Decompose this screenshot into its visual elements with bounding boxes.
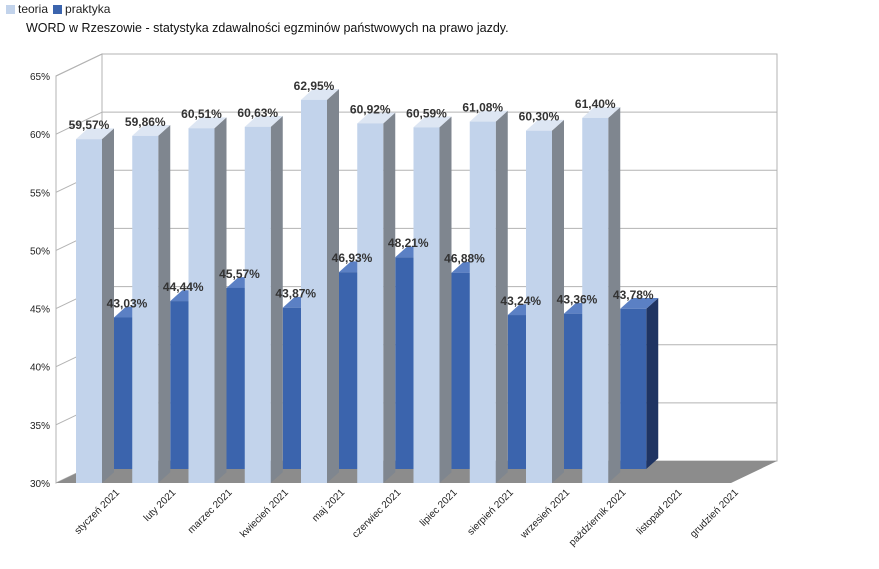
x-tick-label: styczeń 2021 [73,487,123,537]
gridline-side [55,111,103,135]
bar-teoria [413,127,440,484]
bar-teoria [526,130,552,483]
data-label-praktyka: 43,87% [275,287,316,301]
data-label-praktyka: 43,36% [557,293,598,307]
legend: teoria praktyka [6,2,110,16]
x-tick-label: sierpień 2021 [466,487,517,538]
bar-teoria-top [469,110,508,122]
bar-teoria-side [552,119,564,484]
y-tick-label: 45% [30,305,50,316]
bar-teoria-side [439,116,452,484]
chart-title: WORD w Rzeszowie - statystyka zdawalnośc… [26,21,509,35]
data-label-teoria: 59,86% [125,115,166,129]
x-tick-label: czerwiec 2021 [350,487,403,540]
bar-teoria-side [214,117,227,483]
data-label-teoria: 59,57% [69,118,110,132]
bar-teoria [244,126,271,483]
data-label-teoria: 60,51% [181,107,222,121]
x-tick-label: luty 2021 [142,487,179,524]
bar-teoria [469,121,496,484]
bar-praktyka-side [646,297,659,469]
data-label-teoria: 60,59% [406,106,447,120]
bar-teoria-side [383,112,396,484]
bar-teoria-top [526,119,564,131]
data-label-praktyka: 45,57% [219,267,260,281]
y-tick-label: 50% [30,246,50,257]
bar-teoria-top [413,116,452,128]
data-label-praktyka: 43,03% [107,296,148,310]
x-tick-label: marzec 2021 [186,487,235,536]
bar-teoria [582,117,609,483]
bar-teoria-side [158,124,171,483]
data-label-praktyka: 46,93% [332,251,373,265]
bar-teoria-top [76,128,114,140]
y-tick-label: 30% [30,479,50,490]
legend-item-teoria: teoria [6,2,48,16]
data-label-praktyka: 43,24% [500,294,541,308]
data-label-teoria: 62,95% [294,79,335,93]
gridline-side [55,53,103,77]
bar-teoria-top [301,89,339,100]
bar-teoria [188,128,215,483]
bar-teoria-side [327,89,339,483]
bar-teoria-side [102,128,114,483]
y-tick-label: 40% [30,363,50,374]
x-tick-label: lipiec 2021 [418,487,460,529]
x-tick-label: wrzesień 2021 [518,487,572,541]
data-label-teoria: 61,40% [575,97,616,111]
y-tick-label: 35% [30,421,50,432]
x-tick-label: listopad 2021 [635,487,685,537]
legend-swatch-teoria [6,4,15,14]
y-tick-label: 65% [30,72,50,83]
data-label-praktyka: 46,88% [444,252,485,266]
y-tick-label: 60% [30,130,50,141]
bar-teoria-side [270,116,283,484]
bar-teoria-top [244,116,283,127]
bar-teoria [76,139,102,484]
y-tick-label: 55% [30,188,50,199]
data-label-praktyka: 44,44% [163,280,204,294]
legend-label-teoria: teoria [18,2,49,16]
bar-teoria [357,123,384,483]
bar-praktyka-top [620,297,659,309]
data-label-praktyka: 43,78% [613,288,654,302]
bar-teoria-top [582,107,621,118]
x-tick-label: październik 2021 [567,487,629,549]
legend-item-praktyka: praktyka [53,2,110,16]
bar-teoria-side [495,110,508,483]
x-tick-label: kwiecień 2021 [238,487,291,540]
data-label-teoria: 60,63% [237,106,278,120]
bar-teoria-side [608,107,621,483]
legend-swatch-praktyka [53,4,63,14]
bar-teoria-top [357,112,396,124]
x-tick-label: maj 2021 [310,487,347,524]
bar-praktyka [620,308,647,469]
bar-teoria-top [132,124,171,136]
data-label-teoria: 60,92% [350,102,391,116]
bar-teoria [132,135,159,483]
data-label-teoria: 61,08% [462,101,503,115]
bar-teoria [301,99,327,484]
data-label-praktyka: 48,21% [388,236,429,250]
legend-label-praktyka: praktyka [65,2,111,16]
data-label-teoria: 60,30% [519,110,560,124]
x-tick-label: grudzień 2021 [688,487,741,540]
bar-teoria-top [188,117,227,129]
